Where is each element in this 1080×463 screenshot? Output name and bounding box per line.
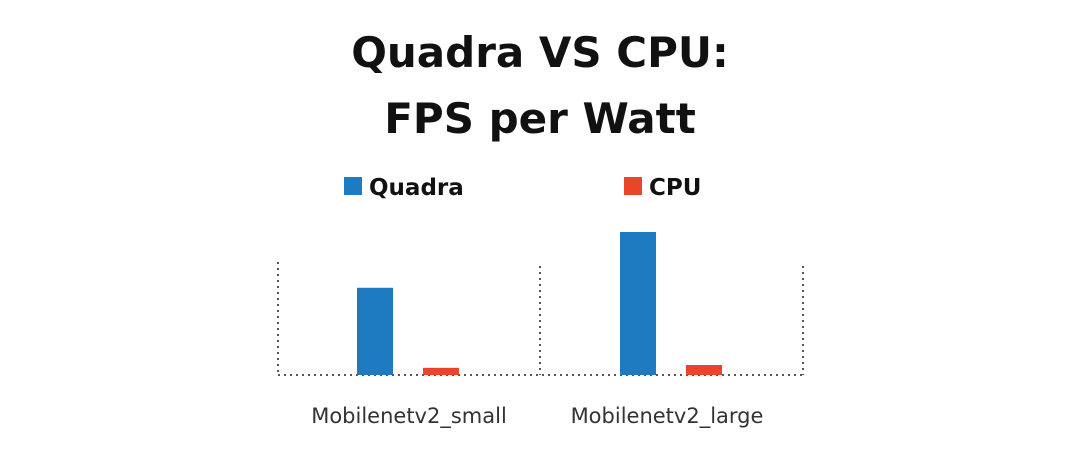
legend-swatch-quadra xyxy=(344,177,362,195)
chart-title-line-1: Quadra VS CPU: xyxy=(351,28,729,77)
plot-grid xyxy=(277,262,804,376)
bar-quadra-mobilenetv2-small xyxy=(357,287,393,375)
x-tick-label-mobilenetv2-large: Mobilenetv2_large xyxy=(571,404,764,429)
legend-label-cpu: CPU xyxy=(649,175,701,201)
legend: Quadra CPU xyxy=(344,175,701,201)
chart-title-line-2: FPS per Watt xyxy=(384,94,696,143)
bar-cpu-mobilenetv2-large xyxy=(686,364,722,375)
bar-quadra-mobilenetv2-large xyxy=(620,232,656,375)
bars xyxy=(357,232,722,375)
x-tick-label-mobilenetv2-small: Mobilenetv2_small xyxy=(311,404,507,429)
bar-cpu-mobilenetv2-small xyxy=(423,367,459,375)
legend-label-quadra: Quadra xyxy=(369,175,464,201)
legend-swatch-cpu xyxy=(624,177,642,195)
